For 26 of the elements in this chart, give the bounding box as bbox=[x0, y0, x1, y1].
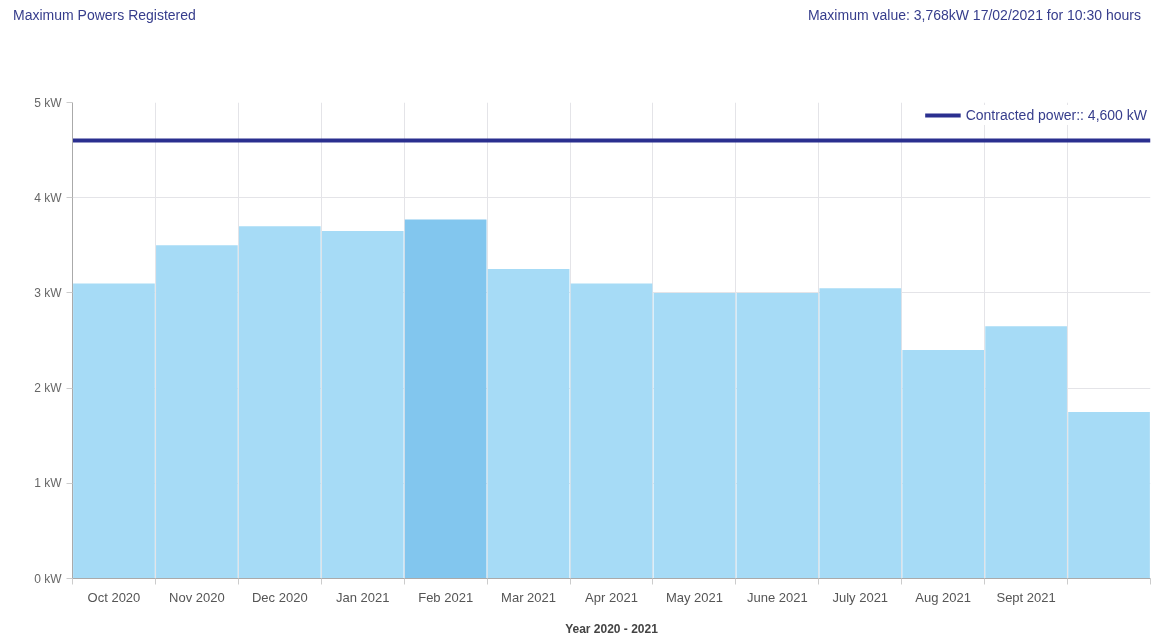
bar bbox=[404, 219, 487, 579]
x-tick-label: Dec 2020 bbox=[251, 589, 308, 605]
bar bbox=[487, 269, 570, 579]
x-tick-label: Mar 2021 bbox=[501, 589, 557, 605]
y-tick-label: 5 kW bbox=[34, 95, 63, 110]
x-tick-label: May 2021 bbox=[665, 589, 723, 605]
bar bbox=[653, 292, 736, 579]
y-tick-label: 2 kW bbox=[34, 381, 63, 396]
x-tick-label: June 2021 bbox=[746, 589, 808, 605]
x-tick-label: Feb 2021 bbox=[418, 589, 474, 605]
x-tick-label: Jan 2021 bbox=[335, 589, 390, 605]
y-tick-label: 0 kW bbox=[34, 571, 63, 586]
text: Maximum value: 3,768kW 17/02/2021 for 10:30 hours bbox=[807, 7, 1141, 23]
x-tick-label: July 2021 bbox=[832, 589, 889, 605]
y-tick-label: 4 kW bbox=[34, 190, 63, 205]
x-tick-label: Sept 2021 bbox=[996, 589, 1056, 605]
x-tick-label: Nov 2020 bbox=[169, 589, 225, 605]
y-tick-label: 1 kW bbox=[34, 476, 63, 491]
x-tick-label: Oct 2020 bbox=[87, 589, 141, 605]
legend-label: Contracted power:: 4,600 kW bbox=[965, 107, 1147, 123]
x-tick-label: Aug 2021 bbox=[915, 589, 972, 605]
y-tick-label: 3 kW bbox=[34, 285, 63, 300]
bar bbox=[570, 283, 653, 579]
chart-title: Maximum Powers Registered bbox=[12, 6, 196, 25]
x-tick-label: Apr 2021 bbox=[585, 589, 638, 605]
x-axis-title: Year 2020 - 2021 bbox=[565, 621, 659, 636]
